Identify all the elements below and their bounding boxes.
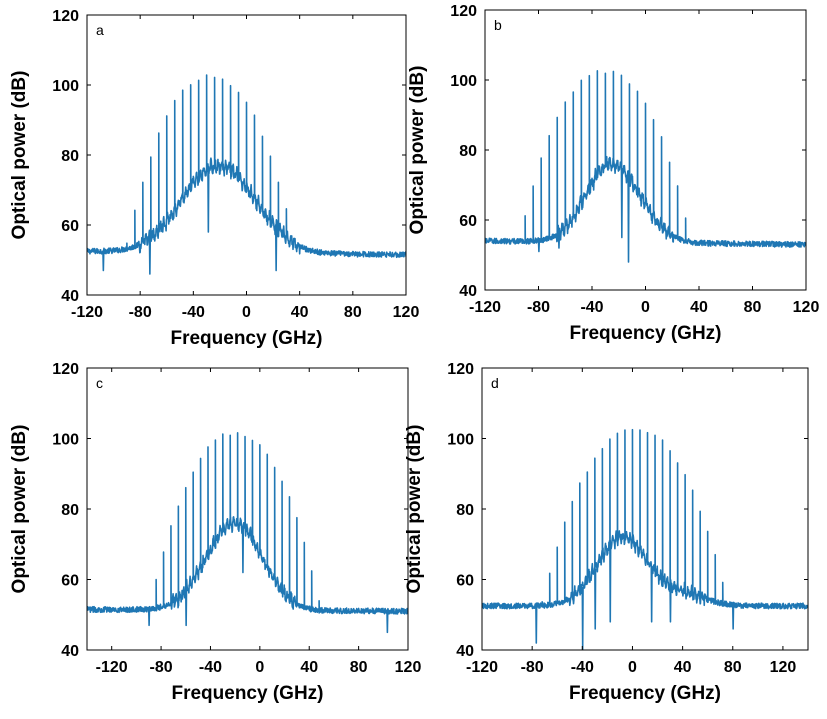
y-tick-label: 40 [456,643,474,660]
y-tick-label: 60 [456,573,474,590]
x-tick-label: 40 [291,304,309,321]
x-tick-label: -80 [527,299,550,316]
x-tick-label: 0 [255,659,264,676]
y-tick-label: 60 [61,218,79,235]
x-tick-label: -40 [580,299,603,316]
x-tick-label: 0 [641,299,650,316]
x-axis-label: Frequency (GHz) [569,683,721,704]
panel-letter: a [96,22,104,38]
y-tick-label: 60 [459,213,477,230]
x-tick-label: 40 [300,659,318,676]
y-tick-label: 80 [456,502,474,519]
panel-d: -120 -80 -40 0 40 80 120 40 60 80 100 120 Frequency … [404,361,809,704]
x-tick-label: 120 [793,299,820,316]
panel-letter: c [96,375,103,391]
y-tick-label: 100 [52,432,79,449]
y-axis-label: Optical power (dB) [404,425,425,594]
y-tick-label: 120 [450,3,477,20]
x-axis-label: Frequency (GHz) [569,323,721,344]
x-axis-label: Frequency (GHz) [171,683,323,704]
y-tick-label: 100 [52,78,79,95]
x-tick-label: 40 [674,659,692,676]
x-tick-label: -120 [96,659,128,676]
panel-letter: d [491,375,499,391]
x-tick-label: -120 [71,304,103,321]
y-tick-label: 120 [52,361,79,378]
axes-frame [86,367,409,651]
y-axis-label: Optical power (dB) [9,425,30,594]
series-line-c [87,432,408,634]
x-tick-label: -40 [199,659,222,676]
y-tick-label: 100 [447,432,474,449]
x-tick-label: 120 [393,304,420,321]
x-tick-label: -40 [571,659,594,676]
x-tick-label: 80 [724,659,742,676]
x-tick-label: 80 [344,304,362,321]
x-tick-label: 80 [744,299,762,316]
x-tick-label: -80 [521,659,544,676]
y-tick-label: 40 [459,283,477,300]
y-axis-label: Optical power (dB) [9,71,30,240]
y-tick-label: 120 [447,361,474,378]
y-tick-label: 40 [61,643,79,660]
panel-letter: b [494,17,502,33]
y-axis-label: Optical power (dB) [407,66,428,235]
x-tick-label: -120 [466,659,498,676]
y-tick-label: 80 [459,143,477,160]
x-tick-label: 120 [395,659,422,676]
x-tick-label: 120 [770,659,797,676]
x-tick-label: 0 [628,659,637,676]
x-tick-label: -40 [182,304,205,321]
y-tick-label: 60 [61,573,79,590]
series-line-b [485,70,806,263]
x-tick-label: 80 [350,659,368,676]
x-axis-label: Frequency (GHz) [170,328,322,349]
series-line-a [87,74,406,275]
series-line-d [482,428,808,650]
y-tick-label: 80 [61,148,79,165]
x-tick-label: -80 [150,659,173,676]
y-tick-label: 120 [52,8,79,25]
panel-b: -120 -80 -40 0 40 80 120 40 60 80 100 120 Frequency … [407,3,819,344]
y-tick-label: 40 [61,288,79,305]
y-tick-label: 80 [61,502,79,519]
x-tick-label: 0 [242,304,251,321]
panel-a: -120 -80 -40 0 40 80 120 40 60 80 100 120 Frequency … [9,8,419,349]
y-tick-label: 100 [450,73,477,90]
x-tick-label: 40 [690,299,708,316]
x-tick-label: -80 [129,304,152,321]
panel-c: -120 -80 -40 0 40 80 120 40 60 80 100 120 Frequency … [9,361,421,704]
x-tick-label: -120 [469,299,501,316]
